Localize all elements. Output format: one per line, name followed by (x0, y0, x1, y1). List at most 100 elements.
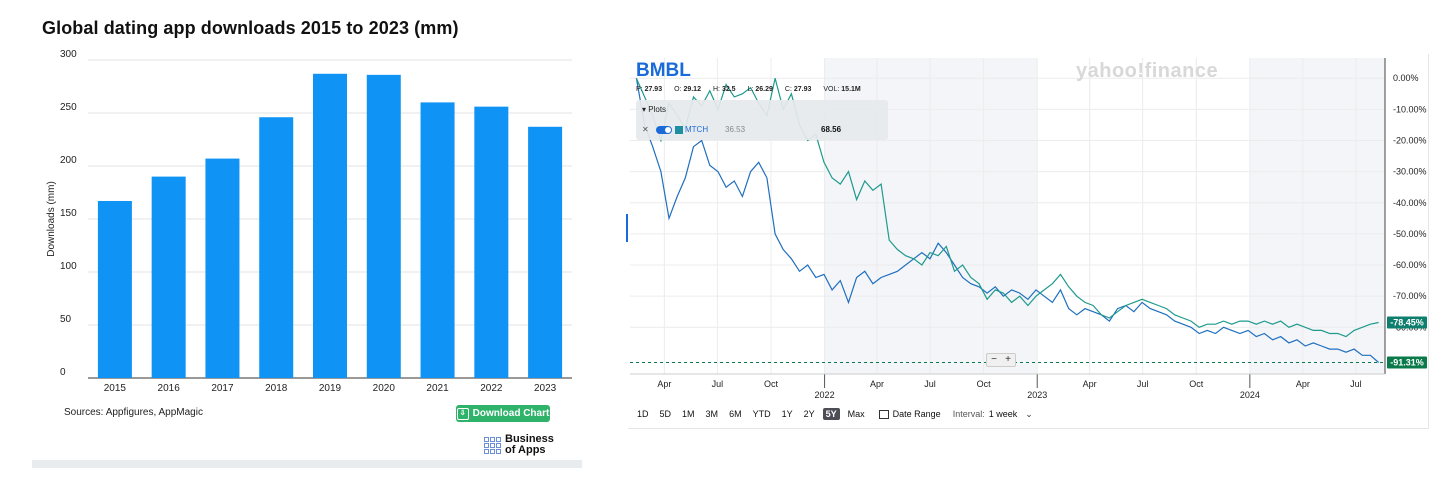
range-button-5y[interactable]: 5Y (822, 408, 840, 420)
date-range-label: Date Range (892, 409, 941, 419)
x-tick-label: Apr (1083, 379, 1097, 389)
y-tick-label: -20.00% (1393, 135, 1427, 145)
x-tick-label: Jul (1350, 379, 1362, 389)
x-tick-label: 2015 (104, 383, 127, 394)
x-tick-label: 2021 (426, 383, 449, 394)
range-button-5d[interactable]: 5D (659, 409, 672, 419)
y-tick-label: -70.00% (1393, 291, 1427, 301)
range-button-1d[interactable]: 1D (637, 409, 649, 419)
plot-value-2: 68.56 (821, 125, 842, 134)
x-tick-label: Apr (1296, 379, 1310, 389)
range-button-2y[interactable]: 2Y (803, 409, 815, 419)
y-tick-label: 0.00% (1393, 73, 1419, 83)
plot-row-mtch: ✕ MTCH 36.53 68.56 (642, 125, 882, 134)
x-tick-label: Oct (764, 379, 779, 389)
stock-chart-panel: 0.00% -10.00% -20.00% -30.00% -40.00% -50.00%… (628, 54, 1429, 429)
x-tick-label: Jul (712, 379, 724, 389)
date-range-button[interactable]: Date Range (878, 409, 941, 419)
range-button-3m[interactable]: 3M (705, 409, 719, 419)
range-button-6m[interactable]: 6M (729, 409, 742, 419)
x-tick-label: 2022 (815, 390, 835, 400)
quote-open: 29.12 (683, 86, 701, 93)
y-tick-label: 150 (60, 208, 77, 219)
bar (420, 102, 455, 379)
x-tick-label: 2024 (1240, 390, 1260, 400)
x-tick-label: Jul (924, 379, 936, 389)
x-tick-label: Jul (1137, 379, 1149, 389)
x-tick-label: Apr (870, 379, 884, 389)
end-badge-bmbl (1387, 356, 1427, 369)
range-button-1m[interactable]: 1M (682, 409, 695, 419)
plot-visibility-toggle[interactable] (656, 125, 672, 134)
yahoo-finance-watermark: yahoo!finance (1076, 60, 1219, 82)
chart-title: Global dating app downloads 2015 to 2023… (42, 18, 459, 38)
zoom-in-button[interactable]: + (1005, 354, 1011, 365)
y-tick-label: 300 (60, 49, 77, 60)
stock-line-chart: 0.00% -10.00% -20.00% -30.00% -40.00% -50.00%… (630, 58, 1427, 400)
download-chart-button[interactable]: ⇩ Download Chart (456, 405, 550, 422)
remove-plot-icon[interactable]: ✕ (642, 125, 649, 134)
bar (97, 200, 132, 378)
x-tick-label: 2019 (319, 383, 342, 394)
quote-bar: P: 27.93 O: 29.12 H: 32.5 L: 26.29 C: 27… (636, 86, 861, 93)
y-tick-label: -40.00% (1393, 198, 1427, 208)
y-tick-label: -50.00% (1393, 229, 1427, 239)
plot-value-1: 36.53 (725, 125, 746, 134)
y-tick-label: 50 (60, 314, 72, 325)
plots-header[interactable]: ▾ Plots (642, 105, 667, 114)
x-tick-label: 2018 (265, 383, 288, 394)
footer-band (32, 460, 582, 468)
sources-note: Sources: Appfigures, AppMagic (64, 407, 203, 418)
interval-select[interactable]: 1 week (988, 409, 1018, 419)
range-button-ytd[interactable]: YTD (752, 409, 771, 419)
bar-chart: 0 50 100 150 200 250 300 Downloads (mm) 2015 2016… (46, 49, 572, 394)
range-selector: 1D 5D 1M 3M 6M YTD 1Y 2Y 5Y Max Date Range Interval… (634, 408, 1033, 420)
x-tick-label: 2023 (534, 383, 557, 394)
bar (205, 158, 240, 378)
chevron-down-icon[interactable]: ⌄ (1025, 408, 1033, 419)
bar (313, 73, 347, 378)
x-tick-label: 2023 (1027, 390, 1047, 400)
quote-high: 32.5 (721, 86, 736, 93)
logo-line-1: Business (505, 433, 554, 445)
end-badge-mtch (1387, 316, 1427, 329)
bar (474, 106, 509, 378)
x-tick-label: Oct (1189, 379, 1204, 389)
y-tick-label: 200 (60, 155, 77, 166)
bar (366, 74, 401, 378)
plot-series-name: MTCH (685, 125, 709, 134)
y-tick-label: -60.00% (1393, 260, 1427, 270)
bar (528, 126, 563, 378)
bar-chart-panel: Global dating app downloads 2015 to 2023… (32, 0, 582, 468)
year-band (1249, 58, 1385, 374)
quote-low: 26.29 (755, 86, 773, 93)
quote-price: 27.93 (644, 86, 663, 93)
x-tick-label: 2017 (211, 383, 234, 394)
end-label-bmbl: -91.31% (1390, 358, 1424, 368)
bar (259, 117, 294, 379)
logo-grid-icon (484, 436, 501, 454)
end-label-mtch: -78.45% (1390, 317, 1424, 327)
y-tick-label: 0 (60, 367, 66, 378)
logo-line-2: of Apps (505, 444, 546, 456)
quote-volume: 15.1M (841, 86, 861, 93)
calendar-icon (878, 409, 889, 419)
x-tick-label: Oct (977, 379, 992, 389)
y-tick-label: 100 (60, 261, 77, 272)
x-tick-label: 2016 (158, 383, 181, 394)
download-icon: ⇩ (456, 407, 469, 420)
x-tick-label: Apr (657, 379, 671, 389)
quote-close: 27.93 (793, 86, 812, 93)
series-color-swatch (675, 125, 683, 134)
range-button-max[interactable]: Max (847, 409, 865, 419)
zoom-out-button[interactable]: − (991, 354, 997, 365)
x-tick-label: 2020 (373, 383, 396, 394)
y-axis-label: Downloads (mm) (46, 181, 57, 257)
bar (151, 176, 186, 378)
x-tick-label: 2022 (480, 383, 503, 394)
range-button-1y[interactable]: 1Y (781, 409, 793, 419)
y-tick-label: -10.00% (1393, 104, 1427, 114)
business-of-apps-logo: Business of Apps (484, 434, 554, 456)
series-line-bmbl (635, 78, 1379, 363)
y-tick-label: -30.00% (1393, 167, 1427, 177)
